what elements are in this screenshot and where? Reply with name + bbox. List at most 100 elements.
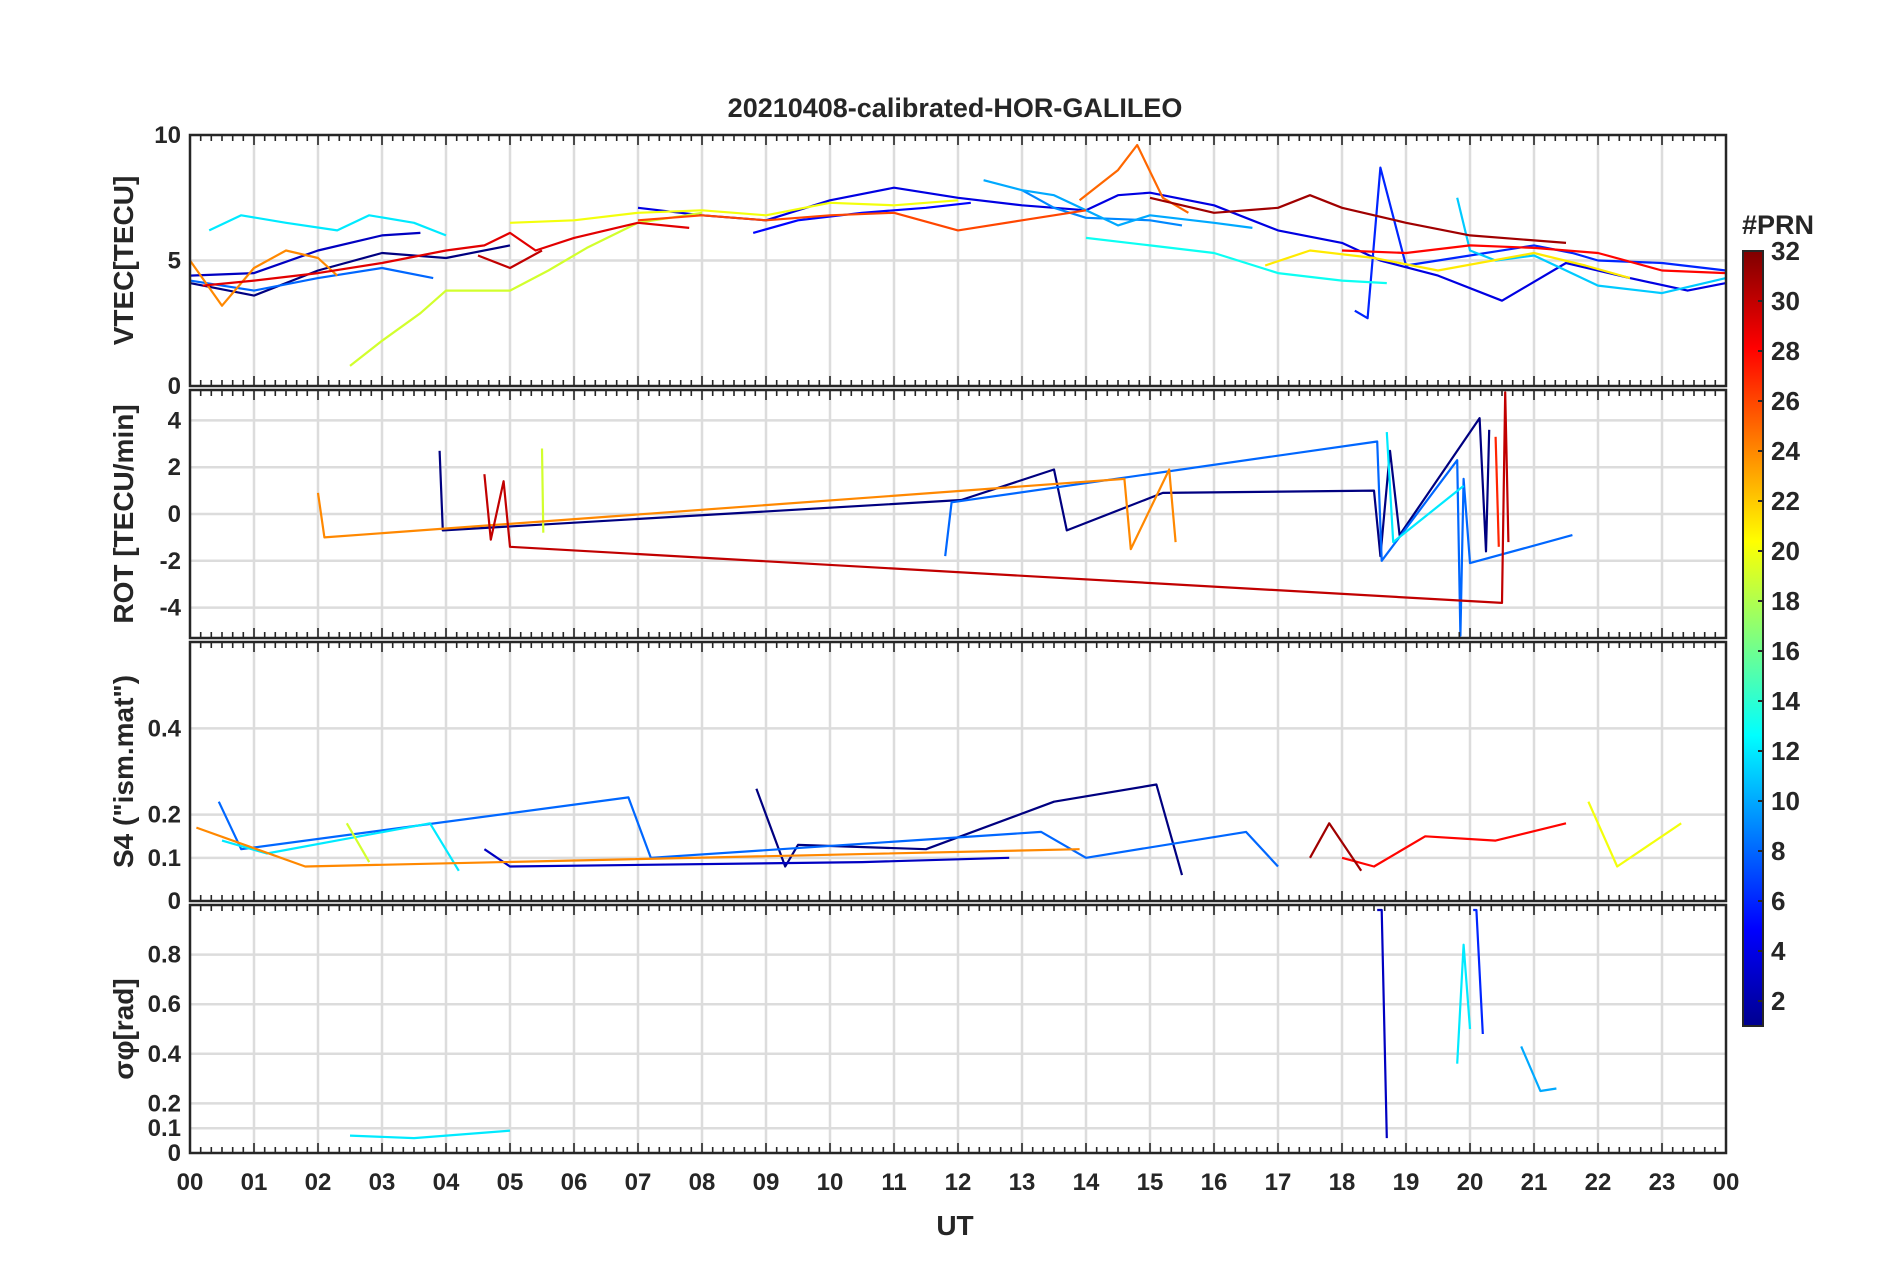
y-axis-label-s4: S4 ("ism.mat"): [108, 675, 139, 868]
series-vtec-prn26-16: [637, 209, 1087, 232]
x-tick-23: 23: [1649, 1169, 1676, 1196]
series-s4-prn28-7: [1341, 822, 1567, 868]
y-tick-rot-4: 4: [168, 407, 182, 434]
colorbar-tick-5: 12: [1771, 736, 1800, 766]
series-vtec-prn31-20: [1149, 194, 1567, 244]
colorbar-tick-1: 4: [1771, 936, 1786, 966]
colorbar-tick-7: 16: [1771, 636, 1800, 666]
x-tick-13: 13: [1009, 1169, 1036, 1196]
series-sigma-prn12-4: [349, 1129, 511, 1140]
series-vtec-prn30-19: [477, 249, 543, 270]
panel-s4: 0 0.1 0.2 0.4 S4 ("ism.mat"): [108, 640, 1728, 915]
series-vtec-prn12-9: [208, 214, 447, 237]
series-vtec-prn20-12: [509, 199, 959, 224]
panel-sigma: 00.10.2 0.4 0.6 0.8 σφ[rad]: [108, 903, 1728, 1167]
x-tick-24: 00: [1713, 1169, 1740, 1196]
x-tick-0: 00: [177, 1169, 204, 1196]
series-s4-prn24-6: [196, 826, 1080, 868]
x-tick-3: 03: [369, 1169, 396, 1196]
colorbar-tick-6: 14: [1771, 686, 1800, 716]
colorbar-tick-4: 10: [1771, 786, 1800, 816]
y-tick-s4-1: 0.1: [148, 845, 181, 872]
series-sigma-prn3-0: [1377, 908, 1388, 1139]
x-tick-15: 15: [1137, 1169, 1164, 1196]
y-tick-sigma-1: 0.1: [148, 1115, 181, 1142]
series-s4-prn1-0: [755, 783, 1184, 876]
panel-sigma-frame: [188, 903, 1728, 1155]
y-tick-rot-3: 2: [168, 454, 181, 481]
colorbar-tick-13: 28: [1771, 336, 1800, 366]
x-tick-4: 04: [433, 1169, 460, 1196]
series-vtec-prn28-17: [1341, 244, 1727, 275]
y-tick-rot-1: -2: [160, 548, 181, 575]
series-rot-prn27-5: [1494, 436, 1500, 547]
series-vtec-prn8-5: [189, 266, 434, 292]
x-tick-11: 11: [881, 1169, 906, 1196]
x-tick-14: 14: [1073, 1169, 1100, 1196]
colorbar-tick-8: 18: [1771, 586, 1800, 616]
colorbar-tick-2: 6: [1771, 886, 1785, 916]
series-s4-prn20-5: [1587, 801, 1682, 868]
x-tick-21: 21: [1521, 1169, 1548, 1196]
x-axis-label: UT: [936, 1210, 973, 1241]
series-vtec-prn5-3: [752, 201, 971, 234]
colorbar-tick-10: 22: [1771, 486, 1800, 516]
y-tick-vtec-1: 5: [168, 248, 181, 275]
series-rot-prn30-6: [483, 391, 1510, 605]
series-vtec-prn1-0: [189, 244, 511, 297]
colorbar-tick-3: 8: [1771, 836, 1785, 866]
y-tick-sigma-3: 0.4: [148, 1041, 182, 1068]
panel-vtec-frame: [188, 133, 1728, 388]
colorbar-scale: [1742, 250, 1764, 1027]
x-tick-19: 19: [1393, 1169, 1420, 1196]
colorbar-tick-9: 20: [1771, 536, 1800, 566]
y-tick-rot-0: -4: [160, 595, 182, 622]
y-tick-rot-2: 0: [168, 501, 181, 528]
series-rot-prn24-4: [316, 468, 1177, 551]
x-tick-2: 02: [305, 1169, 332, 1196]
colorbar-tick-14: 30: [1771, 286, 1800, 316]
series-vtec-prn9-6: [1021, 189, 1183, 227]
colorbar-tick-15: 32: [1771, 236, 1800, 266]
series-s4-prn12-3: [221, 822, 460, 872]
series-vtec-prn19-11: [349, 211, 703, 367]
chart-title: 20210408-calibrated-HOR-GALILEO: [728, 93, 1183, 123]
panel-rot: -4 -2 0 2 4 ROT [TECU/min]: [108, 388, 1728, 640]
x-tick-20: 20: [1457, 1169, 1484, 1196]
series-sigma-prn10-2: [1520, 1045, 1557, 1093]
y-tick-s4-0: 0: [168, 888, 181, 915]
y-tick-sigma-2: 0.2: [148, 1090, 181, 1117]
series-vtec-prn13-10: [1085, 236, 1387, 285]
x-tick-18: 18: [1329, 1169, 1356, 1196]
x-tick-22: 22: [1585, 1169, 1612, 1196]
y-tick-vtec-2: 10: [154, 122, 181, 149]
series-vtec-prn3-1: [189, 231, 421, 277]
series-s4-prn8-2: [217, 796, 1279, 868]
series-s4-prn19-4: [345, 822, 371, 863]
series-rot-prn12-2: [1385, 432, 1465, 544]
panel-vtec: 0 5 10 VTEC[TECU]: [108, 122, 1728, 400]
y-tick-s4-2: 0.2: [148, 802, 181, 829]
panel-rot-frame: [188, 388, 1728, 640]
series-vtec-prn11-8: [1456, 197, 1727, 295]
colorbar-tick-0: 2: [1771, 986, 1785, 1016]
y-tick-s4-3: 0.4: [148, 715, 182, 742]
colorbar-tick-12: 26: [1771, 386, 1800, 416]
series-s4-prn31-8: [1309, 822, 1363, 872]
y-axis-label-rot: ROT [TECU/min]: [108, 404, 139, 623]
x-tick-17: 17: [1265, 1169, 1292, 1196]
y-tick-sigma-4: 0.6: [148, 991, 181, 1018]
x-tick-16: 16: [1201, 1169, 1228, 1196]
panel-s4-frame: [188, 640, 1728, 903]
x-tick-12: 12: [945, 1169, 972, 1196]
series-sigma-prn12-3: [1456, 943, 1472, 1064]
y-tick-sigma-0: 0: [168, 1140, 181, 1167]
series-vtec-prn29-18: [202, 221, 690, 287]
colorbar-label: #PRN: [1742, 210, 1814, 240]
series-vtec-prn21-13: [1264, 249, 1631, 280]
series-rot-prn19-3: [540, 448, 545, 533]
